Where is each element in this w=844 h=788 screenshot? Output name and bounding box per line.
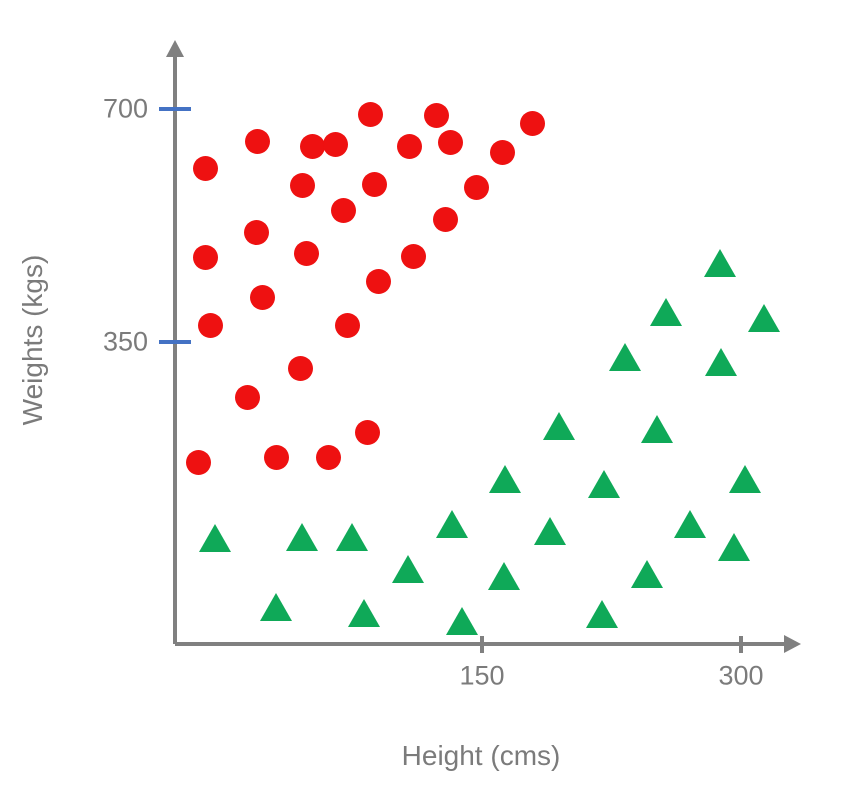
- y-tick-mark: [159, 340, 191, 344]
- data-point-red-circle: [289, 172, 315, 198]
- data-point-green-triangle: [348, 599, 380, 627]
- data-point-red-circle: [287, 355, 313, 381]
- data-point-red-circle: [263, 444, 289, 470]
- data-point-green-triangle: [586, 600, 618, 628]
- data-point-red-circle: [519, 110, 545, 136]
- y-axis-line: [173, 56, 177, 644]
- data-point-green-triangle: [199, 524, 231, 552]
- data-point-green-triangle: [641, 415, 673, 443]
- data-point-green-triangle: [609, 343, 641, 371]
- x-tick-mark: [480, 635, 484, 653]
- data-point-green-triangle: [286, 523, 318, 551]
- data-point-red-circle: [400, 243, 426, 269]
- data-point-red-circle: [192, 155, 218, 181]
- data-point-red-circle: [197, 312, 223, 338]
- data-point-red-circle: [299, 133, 325, 159]
- data-point-red-circle: [489, 139, 515, 165]
- data-point-red-circle: [396, 133, 422, 159]
- data-point-green-triangle: [718, 533, 750, 561]
- x-axis-title: Height (cms): [401, 740, 561, 771]
- x-tick-mark: [739, 635, 743, 653]
- x-tick-label: 300: [718, 660, 764, 691]
- data-point-green-triangle: [446, 607, 478, 635]
- y-axis-title: Weights (kgs): [17, 254, 48, 426]
- data-point-red-circle: [293, 240, 319, 266]
- data-point-green-triangle: [631, 560, 663, 588]
- data-point-green-triangle: [543, 412, 575, 440]
- data-point-green-triangle: [704, 249, 736, 277]
- data-point-green-triangle: [392, 555, 424, 583]
- data-point-red-circle: [315, 444, 341, 470]
- data-point-red-circle: [357, 101, 383, 127]
- y-axis-arrow-icon: [166, 40, 184, 57]
- data-point-green-triangle: [489, 465, 521, 493]
- y-tick-label: 700: [102, 93, 148, 124]
- data-point-green-triangle: [336, 523, 368, 551]
- data-point-red-circle: [365, 268, 391, 294]
- data-point-green-triangle: [748, 304, 780, 332]
- x-axis-arrow-icon: [784, 635, 801, 653]
- data-point-green-triangle: [705, 348, 737, 376]
- data-point-red-circle: [334, 312, 360, 338]
- data-point-red-circle: [361, 171, 387, 197]
- data-point-green-triangle: [674, 510, 706, 538]
- data-point-red-circle: [249, 284, 275, 310]
- data-point-green-triangle: [729, 465, 761, 493]
- data-point-red-circle: [432, 206, 458, 232]
- data-point-green-triangle: [588, 470, 620, 498]
- data-point-red-circle: [185, 449, 211, 475]
- data-point-red-circle: [354, 419, 380, 445]
- data-point-red-circle: [244, 128, 270, 154]
- x-tick-label: 150: [459, 660, 505, 691]
- data-point-red-circle: [463, 174, 489, 200]
- data-point-green-triangle: [436, 510, 468, 538]
- data-point-red-circle: [423, 102, 449, 128]
- data-point-green-triangle: [488, 562, 520, 590]
- data-point-green-triangle: [534, 517, 566, 545]
- data-point-red-circle: [330, 197, 356, 223]
- data-point-green-triangle: [650, 298, 682, 326]
- data-point-green-triangle: [260, 593, 292, 621]
- data-point-red-circle: [322, 131, 348, 157]
- data-point-red-circle: [437, 129, 463, 155]
- data-point-red-circle: [192, 244, 218, 270]
- y-tick-mark: [159, 107, 191, 111]
- data-point-red-circle: [243, 219, 269, 245]
- y-tick-label: 350: [102, 326, 148, 357]
- data-point-red-circle: [234, 384, 260, 410]
